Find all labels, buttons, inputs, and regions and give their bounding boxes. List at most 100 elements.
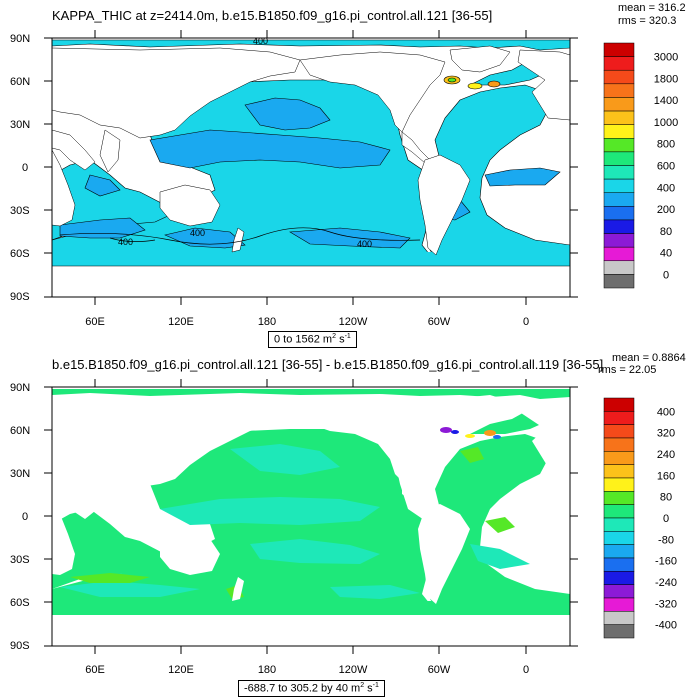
colorbar-swatch (603, 56, 635, 71)
lat-label: 90S (10, 291, 30, 303)
panel1-title: KAPPA_THIC at z=2414.0m, b.e15.B1850.f09… (52, 8, 493, 23)
lat-label: 0 (22, 511, 28, 523)
lon-label: 0 (523, 664, 529, 676)
panel2-land (52, 395, 570, 645)
colorbar-swatch (603, 571, 635, 585)
panel2-title: b.e15.B1850.f09_g16.pi_control.all.121 [… (52, 357, 604, 372)
panel1-range-units: s (339, 333, 345, 346)
lon-label: 0 (523, 316, 529, 328)
lon-label: 180 (258, 316, 276, 328)
lon-label: 60W (428, 664, 451, 676)
colorbar-swatch (603, 138, 635, 153)
panel1-ocean (52, 39, 570, 266)
colorbar-swatch (603, 246, 635, 262)
colorbar-swatch (603, 544, 635, 559)
lon-label: 120E (168, 664, 194, 676)
lat-label: 60N (10, 76, 30, 88)
panel2-lat-ticks (44, 386, 578, 647)
lon-label: 60W (428, 316, 451, 328)
colorbar-swatch (603, 274, 635, 289)
colorbar-label: -240 (655, 577, 677, 589)
colorbar-label: -80 (658, 534, 674, 546)
colorbar-label: 400 (657, 182, 675, 194)
colorbar-label: 200 (657, 204, 675, 216)
colorbar-swatch (603, 451, 635, 465)
colorbar-label: 80 (660, 492, 672, 504)
colorbar-label: 600 (657, 161, 675, 173)
lat-label: 30S (10, 554, 30, 566)
panel1-mean: mean = 316.2 (618, 2, 686, 14)
colorbar-swatch (603, 192, 635, 207)
colorbar-label: 240 (657, 449, 675, 461)
panel2-range-units: s (367, 682, 373, 695)
panel2-rms: rms = 22.05 (598, 364, 657, 376)
colorbar-label: 400 (657, 406, 675, 418)
colorbar-swatch (603, 260, 635, 275)
colorbar-label: 320 (657, 428, 675, 440)
colorbar-swatch (603, 611, 635, 625)
lon-label: 180 (258, 664, 276, 676)
panel2-mean: mean = 0.8864 (612, 352, 686, 364)
panel2-lat-axis: 90N 60N 30N 0 30S 60S 90S (10, 382, 30, 652)
colorbar-swatch (603, 517, 635, 532)
lat-label: 60S (10, 597, 30, 609)
panel2-colorbar: 400 320 240 160 80 0 -80 -160 -240 -320 -400 (603, 397, 677, 639)
lat-label: 60S (10, 248, 30, 260)
colorbar-swatch (603, 437, 635, 452)
colorbar-label: 0 (663, 269, 669, 281)
lat-label: 0 (22, 162, 28, 174)
colorbar-label: 1000 (654, 117, 678, 129)
colorbar-label: 800 (657, 139, 675, 151)
colorbar-swatch (603, 151, 635, 166)
colorbar-swatch (603, 110, 635, 125)
lon-label: 60E (85, 664, 105, 676)
colorbar-label: 3000 (654, 52, 678, 64)
colorbar-label: 0 (663, 513, 669, 525)
panel1-lon-axis: 60E 120E 180 120W 60W 0 (85, 316, 529, 328)
colorbar-label: 80 (660, 226, 672, 238)
colorbar-swatch (603, 624, 635, 639)
colorbar-label: -400 (655, 620, 677, 632)
colorbar-label: 1800 (654, 73, 678, 85)
colorbar-swatch (603, 557, 635, 572)
panel1-range-box: 0 to 1562 m2 s-1 (268, 331, 357, 348)
panel1-contour-label: 400 (253, 36, 268, 46)
colorbar-swatch (603, 97, 635, 112)
lon-label: 120W (339, 316, 368, 328)
colorbar-swatch (603, 477, 635, 492)
colorbar-label: 1400 (654, 95, 678, 107)
panel1-rms: rms = 320.3 (618, 15, 677, 27)
panel2-map: 90N 60N 30N 0 30S 60S 90S 60E 120E 180 1… (10, 379, 677, 676)
colorbar-swatch (603, 206, 635, 221)
panel1-contour-label: 400 (357, 239, 372, 249)
lat-label: 30N (10, 468, 30, 480)
lon-label: 120W (339, 664, 368, 676)
panel1-map: 400 400 400 400 90N 60N 30N 0 30S 60S 90… (10, 30, 678, 328)
panel1-contours (59, 227, 421, 245)
panel2-lon-axis: 60E 120E 180 120W 60W 0 (85, 664, 529, 676)
colorbar-label: 160 (657, 470, 675, 482)
panel2-range-box: -688.7 to 305.2 by 40 m2 s-1 (238, 680, 385, 697)
panel1-lat-axis: 90N 60N 30N 0 30S 60S 90S (10, 33, 30, 303)
colorbar-swatch (603, 42, 635, 57)
colorbar-swatch (603, 584, 635, 599)
panel1-lat-ticks (44, 37, 578, 298)
lat-label: 30N (10, 119, 30, 131)
colorbar-swatch (603, 504, 635, 519)
panel1-contour-label: 400 (190, 228, 205, 238)
colorbar-swatch (603, 124, 635, 139)
colorbar-swatch (603, 178, 635, 193)
colorbar-swatch (603, 464, 635, 479)
colorbar-label: 40 (660, 248, 672, 260)
colorbar-swatch (603, 424, 635, 439)
panel2-hotspots (440, 407, 529, 439)
lat-label: 60N (10, 425, 30, 437)
panel1-hotspots (443, 75, 501, 90)
colorbar-swatch (603, 69, 635, 85)
colorbar-label: -320 (655, 598, 677, 610)
panel2-cyan-regions (60, 444, 530, 599)
lat-label: 90N (10, 382, 30, 394)
panel1-land (52, 45, 570, 297)
lat-label: 90N (10, 33, 30, 45)
